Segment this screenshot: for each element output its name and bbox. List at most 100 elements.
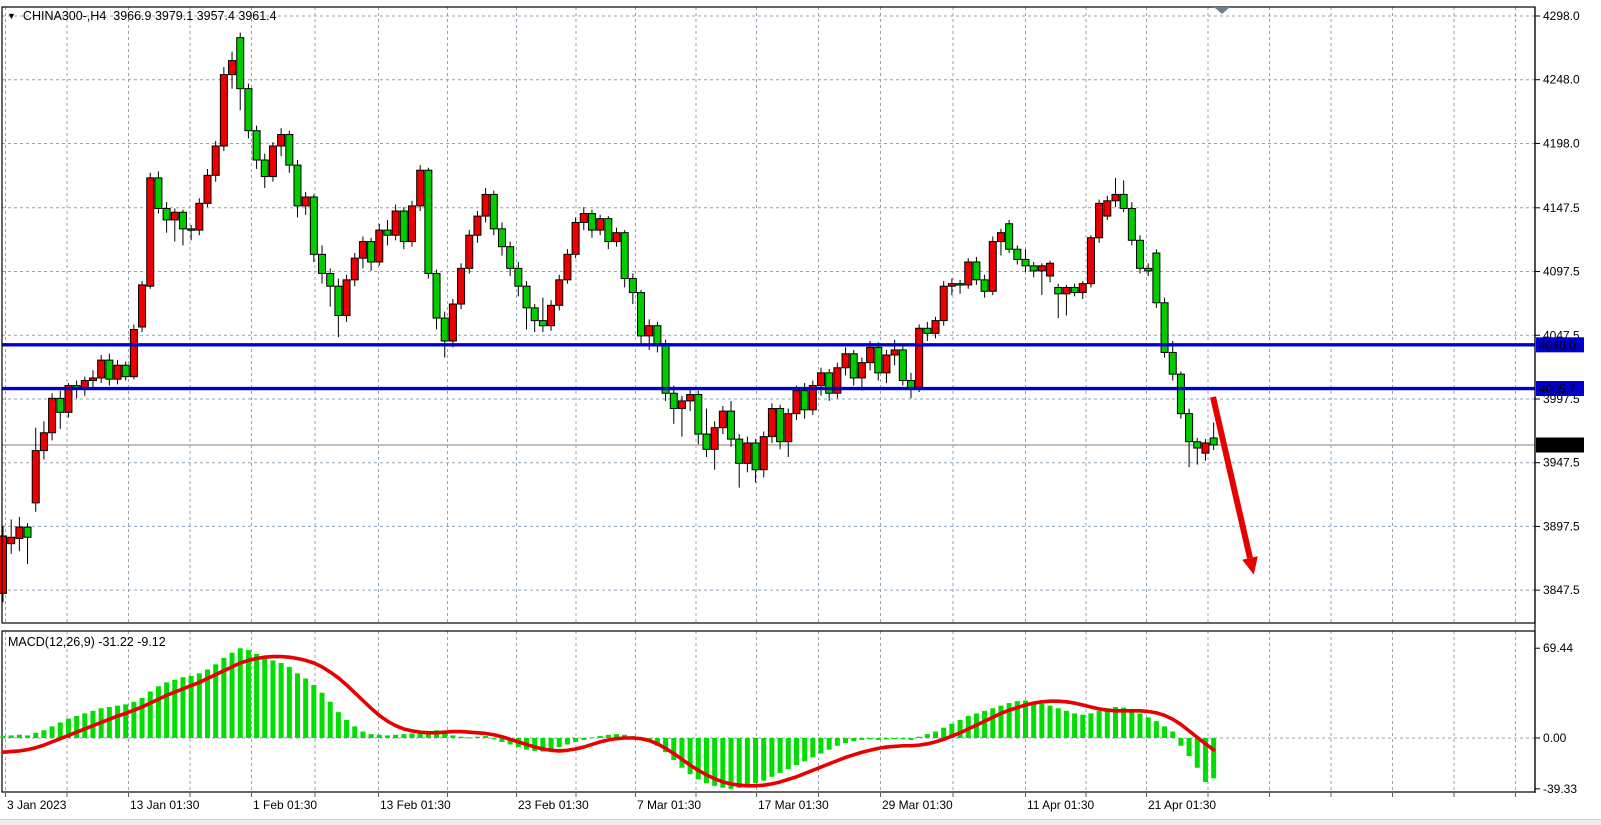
candle bbox=[915, 324, 924, 392]
macd-bar bbox=[172, 679, 178, 738]
hline-price-tag: 4040.0 bbox=[1536, 337, 1584, 353]
macd-bar bbox=[573, 738, 579, 742]
candle-body bbox=[129, 329, 138, 378]
candle-body bbox=[0, 535, 7, 594]
candle bbox=[228, 51, 237, 89]
candle bbox=[767, 403, 776, 443]
macd-bar bbox=[25, 735, 31, 738]
candle-body bbox=[1021, 258, 1030, 267]
candle bbox=[88, 370, 97, 389]
candle bbox=[1078, 281, 1087, 299]
macd-bar bbox=[155, 686, 161, 738]
candle bbox=[1119, 180, 1128, 213]
candle-body bbox=[489, 193, 498, 230]
candle bbox=[1111, 177, 1120, 208]
candle bbox=[432, 269, 441, 330]
candle-body bbox=[219, 74, 228, 147]
candle bbox=[817, 367, 825, 396]
macd-bar bbox=[327, 701, 333, 738]
candle bbox=[244, 83, 253, 139]
shift-marker-icon[interactable] bbox=[1214, 7, 1230, 14]
candle bbox=[260, 153, 269, 189]
candle bbox=[841, 347, 850, 376]
macd-bar bbox=[614, 734, 619, 738]
trend-arrow-shaft[interactable] bbox=[1210, 396, 1253, 559]
macd-bar bbox=[663, 738, 669, 753]
macd-bar bbox=[802, 738, 808, 762]
macd-bar bbox=[810, 738, 816, 758]
candle bbox=[898, 346, 907, 386]
indicator-label: MACD(12,26,9) -31.22 -9.12 bbox=[8, 635, 166, 649]
candle-body bbox=[800, 390, 809, 411]
macd-bar bbox=[982, 710, 988, 738]
time-axis[interactable]: 3 Jan 2023 13 Jan 01:30 1 Feb 01:30 13 Feb … bbox=[7, 798, 1216, 812]
macd-bar bbox=[1072, 713, 1078, 738]
macd-bar bbox=[990, 708, 996, 738]
macd-bar bbox=[8, 735, 14, 738]
candle-body bbox=[1029, 265, 1038, 272]
candle bbox=[334, 278, 343, 338]
candle bbox=[497, 222, 506, 256]
macd-bar bbox=[205, 669, 210, 738]
candle bbox=[612, 227, 621, 247]
macd-bar bbox=[949, 723, 955, 738]
candle bbox=[743, 436, 752, 473]
candle bbox=[56, 390, 65, 429]
candle-body bbox=[162, 207, 171, 221]
candle bbox=[416, 165, 425, 211]
ohlc-readout: 3966.9 3979.1 3957.4 3961.4 bbox=[113, 9, 277, 23]
candle bbox=[694, 390, 703, 445]
macd-bar bbox=[401, 734, 407, 738]
candle bbox=[727, 400, 736, 447]
candle-body bbox=[1201, 442, 1210, 454]
candle-body bbox=[105, 359, 114, 380]
candle-body bbox=[939, 285, 948, 322]
macd-bar bbox=[654, 738, 660, 746]
candle bbox=[980, 274, 989, 298]
macd-bar bbox=[1039, 703, 1045, 738]
candle-body bbox=[980, 279, 989, 292]
trend-arrow-head[interactable] bbox=[1242, 556, 1258, 575]
candle bbox=[555, 274, 564, 311]
candle-body bbox=[465, 234, 474, 269]
candle-body bbox=[547, 304, 556, 327]
macd-bar bbox=[834, 738, 840, 746]
time-tick-label: 3 Jan 2023 bbox=[7, 798, 67, 812]
candle-body bbox=[56, 397, 65, 413]
macd-bar bbox=[319, 692, 325, 738]
candle-body bbox=[571, 221, 580, 255]
macd-bar bbox=[286, 666, 292, 738]
candle-body bbox=[988, 241, 997, 292]
macd-bar bbox=[262, 657, 268, 738]
candle bbox=[1136, 235, 1145, 274]
macd-bar bbox=[867, 738, 873, 740]
candle-body bbox=[1103, 200, 1112, 217]
trend-arrow[interactable] bbox=[1210, 396, 1258, 575]
price-axis[interactable]: 4298.04248.04198.04147.54097.54047.53997… bbox=[1534, 7, 1580, 796]
candle-body bbox=[23, 526, 32, 538]
candle bbox=[219, 66, 228, 152]
macd-bar bbox=[826, 738, 832, 750]
candle-body bbox=[669, 392, 678, 410]
candle bbox=[620, 230, 629, 288]
candle-body bbox=[399, 210, 408, 243]
macd-bar bbox=[1080, 714, 1086, 738]
candle bbox=[579, 207, 588, 231]
candle bbox=[113, 360, 122, 385]
candle bbox=[195, 198, 204, 236]
candle bbox=[301, 191, 310, 215]
candle-body bbox=[686, 394, 695, 402]
candle-body bbox=[866, 346, 875, 364]
candle-body bbox=[702, 433, 711, 450]
candle bbox=[1152, 249, 1161, 308]
chart-title: ▼ CHINA300-,H4 3966.9 3979.1 3957.4 3961.… bbox=[7, 9, 277, 23]
time-tick-label: 29 Mar 01:30 bbox=[882, 798, 953, 812]
macd-bar bbox=[213, 664, 219, 738]
macd-bar bbox=[57, 722, 63, 738]
candle bbox=[399, 207, 408, 250]
macd-bar bbox=[736, 738, 742, 788]
candle-body bbox=[228, 60, 237, 76]
candle bbox=[530, 304, 539, 333]
candle-body bbox=[563, 253, 572, 281]
